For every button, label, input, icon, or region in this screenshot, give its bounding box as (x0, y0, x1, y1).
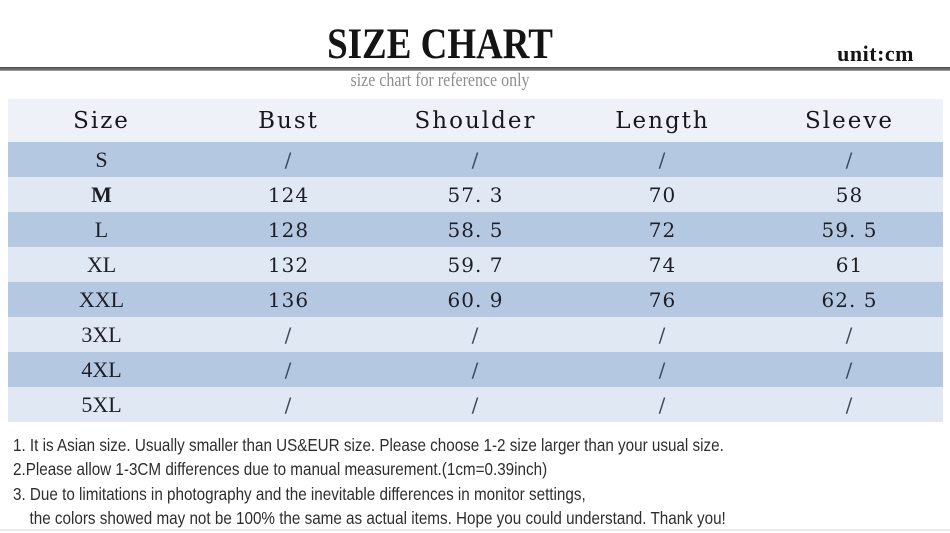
bottom-divider (0, 529, 950, 531)
size-cell: S (95, 146, 108, 172)
value-cell: 76 (648, 287, 677, 312)
value-cell: / (284, 392, 293, 417)
header-cell: Shoulder (414, 107, 537, 134)
table-row: 4XL / / / / (8, 352, 943, 387)
header-cell: Bust (258, 107, 319, 134)
value-cell: 132 (267, 252, 310, 277)
value-cell: 59. 7 (447, 252, 504, 277)
value-cell: / (845, 392, 854, 417)
value-cell: / (284, 147, 293, 172)
table-row: L 128 58. 5 72 59. 5 (8, 212, 943, 247)
value-cell: / (471, 322, 480, 347)
table-header-row: Size Bust Shoulder Length Sleeve (8, 99, 943, 142)
value-cell: 62. 5 (821, 287, 878, 312)
value-cell: 74 (648, 252, 677, 277)
value-cell: 57. 3 (447, 182, 504, 207)
table-row: M 124 57. 3 70 58 (8, 177, 943, 212)
table-row: S / / / / (8, 142, 943, 177)
subtitle: size chart for reference only (350, 70, 530, 91)
size-cell: M (91, 181, 112, 207)
note-line: 3. Due to limitations in photography and… (13, 483, 586, 504)
value-cell: / (658, 357, 667, 382)
size-cell: 5XL (81, 391, 122, 417)
value-cell: / (658, 392, 667, 417)
value-cell: / (845, 357, 854, 382)
value-cell: / (845, 322, 854, 347)
value-cell: / (471, 357, 480, 382)
size-cell: XXL (78, 286, 125, 312)
notes: 1. It is Asian size. Usually smaller tha… (13, 433, 832, 531)
value-cell: 58. 5 (447, 217, 504, 242)
table-body: S / / / / M 124 57. 3 70 58 L 128 58. 5 72 59. 5 XL 132 5… (8, 142, 943, 422)
value-cell: / (471, 392, 480, 417)
value-cell: / (845, 147, 854, 172)
title-divider (0, 67, 950, 71)
size-cell: L (94, 216, 109, 242)
size-cell: 3XL (81, 321, 122, 347)
value-cell: 136 (267, 287, 310, 312)
size-cell: 4XL (81, 356, 122, 382)
value-cell: / (284, 357, 293, 382)
header-cell: Size (73, 107, 130, 134)
value-cell: 58 (835, 182, 864, 207)
value-cell: / (471, 147, 480, 172)
size-table: Size Bust Shoulder Length Sleeve S / / / / M 124 57… (8, 99, 943, 422)
value-cell: 70 (648, 182, 677, 207)
value-cell: 61 (835, 252, 864, 277)
value-cell: / (658, 147, 667, 172)
note-line: the colors showed may not be 100% the sa… (29, 508, 726, 529)
note-line: 2.Please allow 1-3CM differences due to … (13, 459, 548, 480)
value-cell: 128 (267, 217, 310, 242)
table-row: 5XL / / / / (8, 387, 943, 422)
table-row: XXL 136 60. 9 76 62. 5 (8, 282, 943, 317)
value-cell: / (658, 322, 667, 347)
value-cell: 72 (648, 217, 677, 242)
value-cell: 124 (267, 182, 310, 207)
table-row: 3XL / / / / (8, 317, 943, 352)
table-row: XL 132 59. 7 74 61 (8, 247, 943, 282)
value-cell: / (284, 322, 293, 347)
page-title: SIZE CHART (327, 21, 553, 68)
value-cell: 60. 9 (447, 287, 504, 312)
size-cell: XL (86, 251, 117, 277)
header-cell: Sleeve (805, 107, 894, 134)
unit-label: unit:cm (837, 41, 914, 66)
value-cell: 59. 5 (821, 217, 878, 242)
header-cell: Length (615, 107, 710, 134)
note-line: 1. It is Asian size. Usually smaller tha… (13, 435, 724, 455)
